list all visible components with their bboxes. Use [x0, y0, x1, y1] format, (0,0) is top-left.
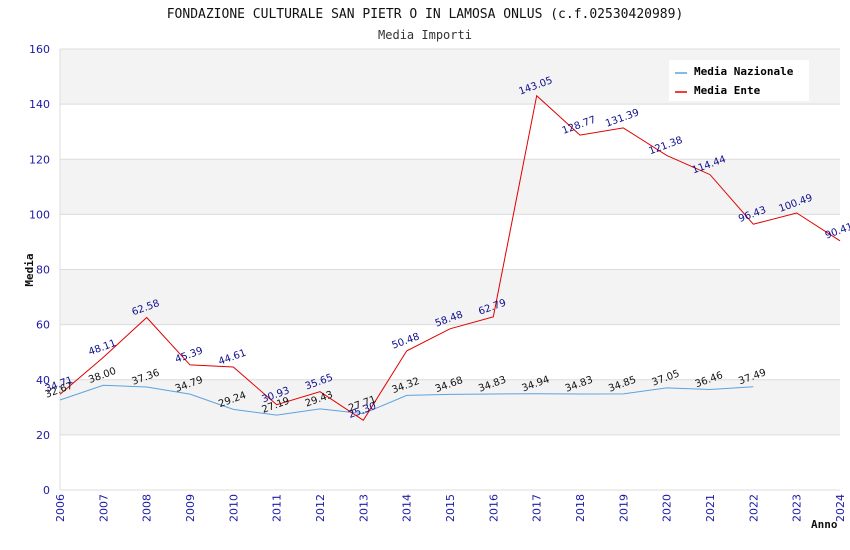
chart-subtitle: Media Importi: [378, 28, 472, 42]
x-tick-label: 2007: [97, 494, 110, 522]
y-tick-label: 100: [29, 208, 50, 221]
legend-label-media-ente: Media Ente: [694, 84, 761, 97]
x-tick-label: 2017: [531, 494, 544, 522]
x-tick-label: 2024: [834, 494, 847, 522]
x-axis-label: Anno: [811, 518, 838, 531]
y-tick-label: 160: [29, 43, 50, 56]
x-tick-label: 2016: [487, 494, 500, 522]
x-tick-label: 2019: [617, 494, 630, 522]
x-tick-label: 2009: [184, 494, 197, 522]
chart-title: FONDAZIONE CULTURALE SAN PIETR O IN LAMO…: [167, 7, 684, 22]
plot-background: [60, 49, 840, 490]
grid: [59, 48, 840, 491]
x-tick-label: 2011: [271, 494, 284, 522]
y-tick-label: 20: [36, 429, 50, 442]
x-tick-label: 2018: [574, 494, 587, 522]
y-axis: 0 20 40 60 80 100 120 140 160: [29, 43, 50, 497]
series-line-media-nazionale: [59, 384, 754, 416]
series-line-media-ente: [59, 94, 841, 421]
grid-band: [60, 104, 840, 160]
x-tick-label: 2012: [314, 494, 327, 522]
x-tick-label: 2008: [141, 494, 154, 522]
legend-label-media-nazionale: Media Nazionale: [694, 65, 794, 78]
series-group: [59, 94, 841, 421]
grid-band: [60, 214, 840, 270]
grid-band: [60, 434, 840, 490]
legend: Media Nazionale Media Ente: [669, 60, 809, 101]
y-tick-label: 120: [29, 153, 50, 166]
x-tick-label: 2013: [357, 494, 370, 522]
y-tick-label: 40: [36, 374, 50, 387]
x-tick-label: 2020: [661, 494, 674, 522]
grid-band: [60, 269, 840, 325]
x-tick-label: 2021: [704, 494, 717, 522]
x-tick-label: 2006: [54, 494, 67, 522]
y-tick-label: 80: [36, 264, 50, 277]
x-tick-label: 2014: [401, 494, 414, 522]
y-tick-label: 60: [36, 319, 50, 332]
y-axis-label: Media: [23, 253, 36, 286]
grid-band: [60, 159, 840, 215]
x-tick-label: 2015: [444, 494, 457, 522]
y-tick-label: 0: [43, 484, 50, 497]
y-tick-label: 140: [29, 98, 50, 111]
x-tick-label: 2023: [791, 494, 804, 522]
x-tick-label: 2010: [227, 494, 240, 522]
grid-band: [60, 379, 840, 435]
x-axis: 2006 2007 2008 2009 2010 2011 2012 2013 2014 2015…: [54, 494, 847, 522]
x-tick-label: 2022: [747, 494, 760, 522]
legend-box: [669, 60, 809, 101]
grid-band: [60, 324, 840, 380]
